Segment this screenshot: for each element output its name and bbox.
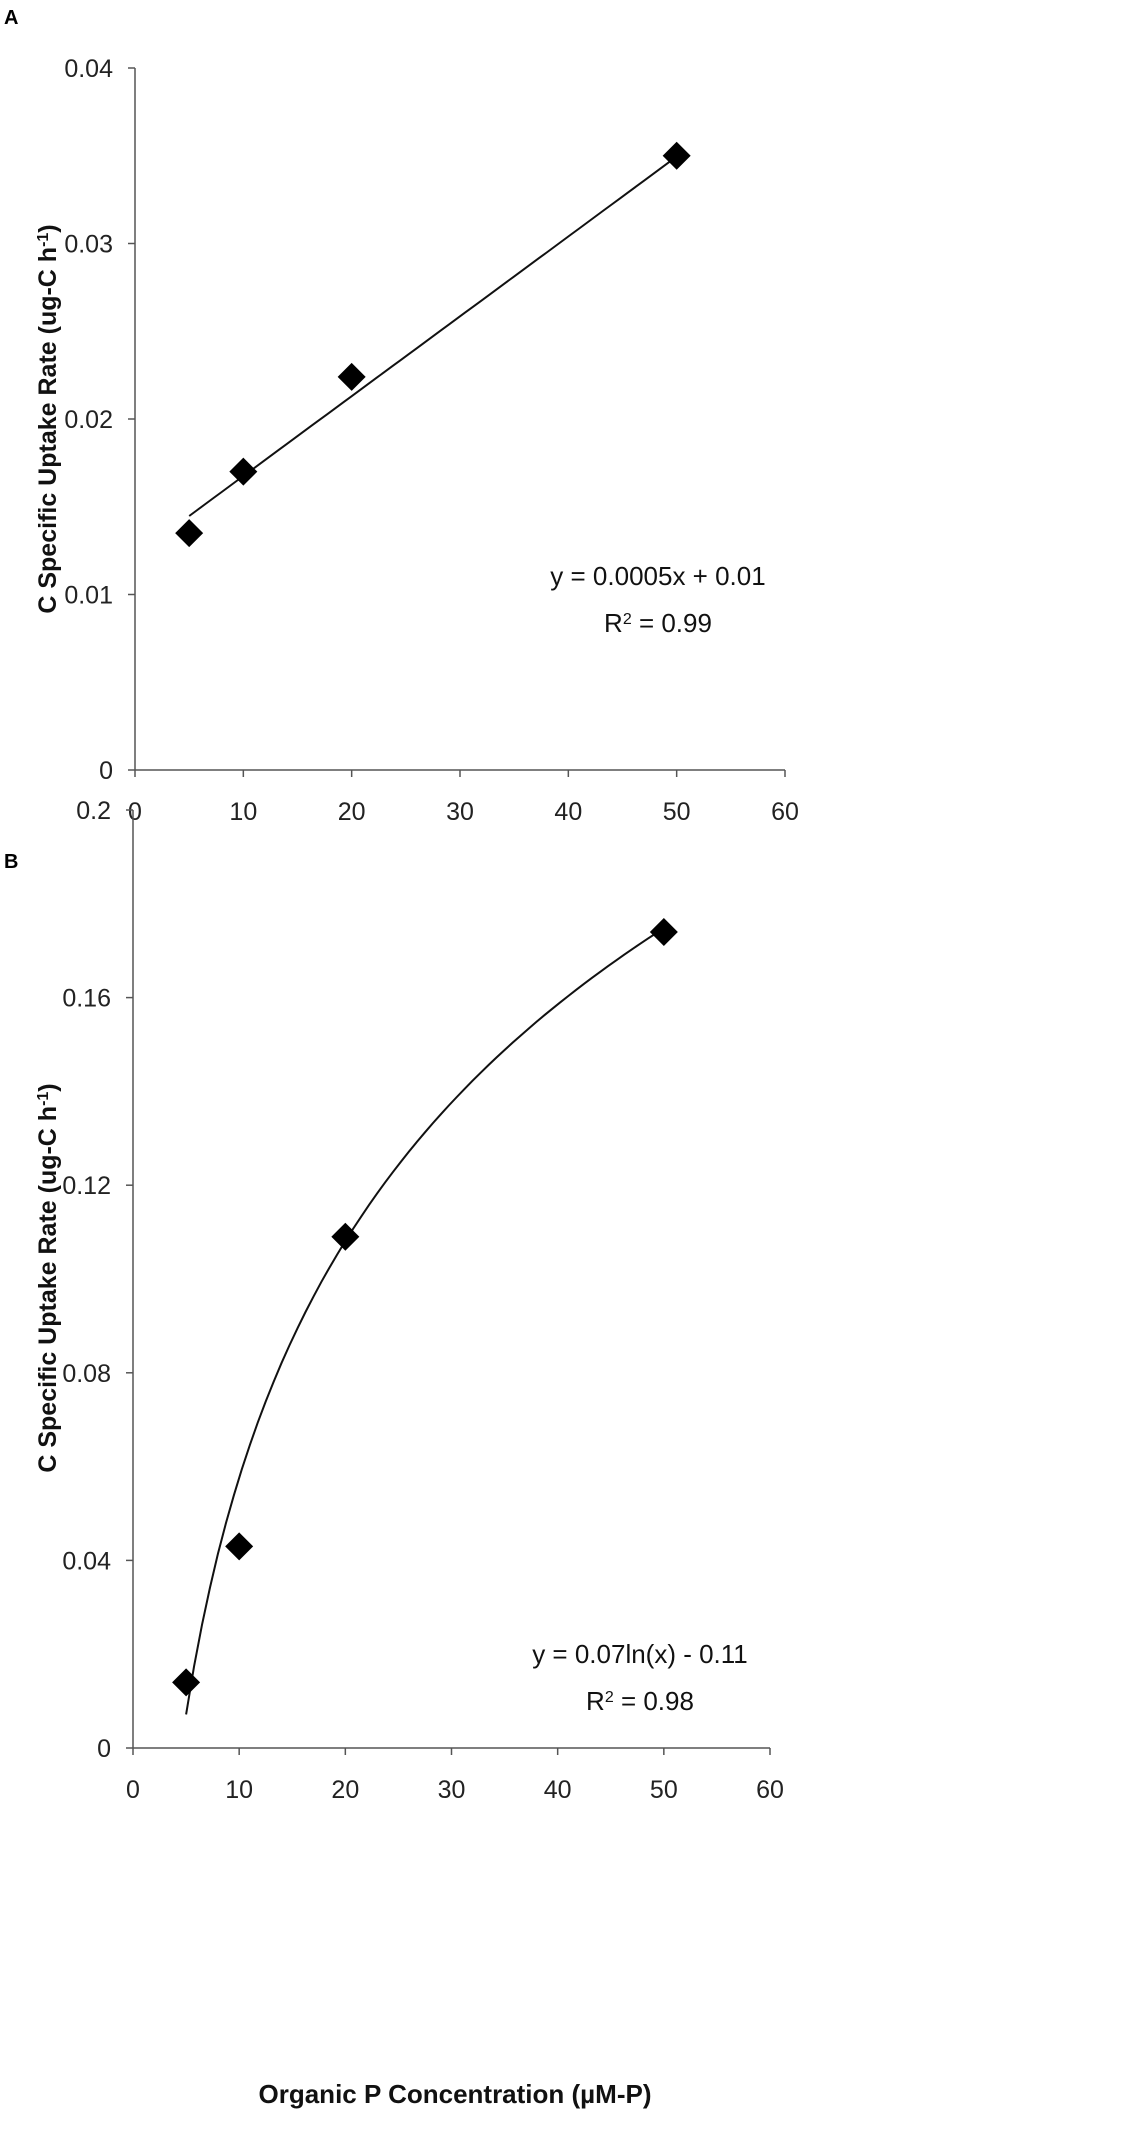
panel-b-equation: y = 0.07ln(x) - 0.11 bbox=[532, 1639, 748, 1669]
panel-b-y-tick-label: 0.2 bbox=[76, 797, 111, 825]
panel-a-data-point bbox=[229, 457, 258, 486]
panel-b-r-squared: R2 = 0.98 bbox=[586, 1686, 694, 1716]
panel-a: A C Specific Uptake Rate (ug-C h-1) y = … bbox=[4, 7, 799, 826]
panel-b-data-point bbox=[225, 1532, 254, 1561]
panel-b-x-tick-label: 50 bbox=[650, 1776, 678, 1804]
panel-b-data-point bbox=[331, 1222, 360, 1251]
panel-b-y-tick-label: 0.04 bbox=[62, 1547, 111, 1575]
panel-a-x-tick-label: 0 bbox=[128, 798, 142, 826]
panel-a-y-tick-label: 0.03 bbox=[64, 231, 113, 259]
panel-b-data-point bbox=[649, 917, 678, 946]
panel-b-x-tick-label: 0 bbox=[126, 1776, 140, 1804]
panel-a-data-point bbox=[175, 519, 204, 548]
panel-b-y-tick-label: 0 bbox=[97, 1735, 111, 1763]
panel-a-data-point bbox=[662, 141, 691, 170]
panel-b-x-tick-label: 30 bbox=[438, 1776, 466, 1804]
panel-b: B C Specific Uptake Rate (ug-C h-1) Orga… bbox=[4, 797, 784, 2109]
panel-b-y-tick-label: 0.08 bbox=[62, 1360, 111, 1388]
panel-a-y-tick-label: 0 bbox=[99, 757, 113, 785]
panel-a-x-tick-label: 30 bbox=[446, 798, 474, 826]
panel-a-x-tick-label: 10 bbox=[229, 798, 257, 826]
panel-a-x-tick-label: 20 bbox=[338, 798, 366, 826]
panel-a-trendline bbox=[188, 155, 678, 517]
panel-b-y-tick-label: 0.16 bbox=[62, 985, 111, 1013]
panel-b-x-tick-label: 20 bbox=[331, 1776, 359, 1804]
panel-b-trendline bbox=[185, 927, 665, 1715]
panel-a-x-tick-label: 50 bbox=[663, 798, 691, 826]
panel-a-x-tick-label: 60 bbox=[771, 798, 799, 826]
panel-b-label: B bbox=[4, 851, 18, 873]
panel-b-data-point bbox=[172, 1668, 201, 1697]
panel-a-x-tick-label: 40 bbox=[554, 798, 582, 826]
panel-b-x-tick-label: 60 bbox=[756, 1776, 784, 1804]
panel-a-y-tick-label: 0.04 bbox=[64, 55, 113, 83]
panel-a-equation: y = 0.0005x + 0.01 bbox=[550, 561, 765, 591]
panel-b-x-tick-label: 40 bbox=[544, 1776, 572, 1804]
panel-b-x-tick-label: 10 bbox=[225, 1776, 253, 1804]
panel-a-data-point bbox=[337, 362, 366, 391]
panel-a-label: A bbox=[4, 7, 18, 29]
panel-b-y-axis-label: C Specific Uptake Rate (ug-C h-1) bbox=[34, 1083, 62, 1472]
panel-b-x-axis-label: Organic P Concentration (µM-P) bbox=[259, 2079, 652, 2109]
panel-a-y-axis-label: C Specific Uptake Rate (ug-C h-1) bbox=[34, 224, 62, 613]
panel-b-y-tick-label: 0.12 bbox=[62, 1172, 111, 1200]
panel-a-y-tick-label: 0.01 bbox=[64, 582, 113, 610]
panel-a-y-tick-label: 0.02 bbox=[64, 406, 113, 434]
panel-a-r-squared: R2 = 0.99 bbox=[604, 608, 712, 638]
